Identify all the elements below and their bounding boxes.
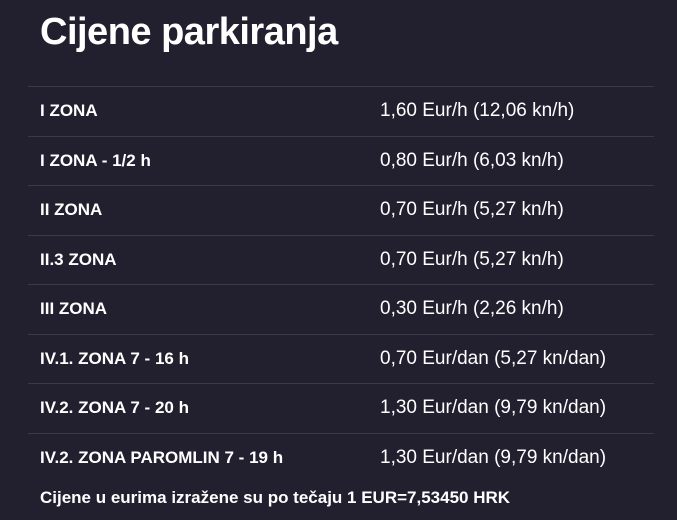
exchange-rate-note: Cijene u eurima izražene su po tečaju 1 … — [40, 488, 511, 507]
table-row: I ZONA 1,60 Eur/h (12,06 kn/h) — [28, 87, 654, 137]
table-row: IV.2. ZONA PAROMLIN 7 - 19 h 1,30 Eur/da… — [28, 434, 654, 484]
zone-price: 1,30 Eur/dan (9,79 kn/dan) — [380, 397, 607, 419]
table-row: I ZONA - 1/2 h 0,80 Eur/h (6,03 kn/h) — [28, 137, 654, 186]
table-row: III ZONA 0,30 Eur/h (2,26 kn/h) — [28, 285, 654, 335]
table-row: II.3 ZONA 0,70 Eur/h (5,27 kn/h) — [28, 236, 654, 285]
zone-price: 0,80 Eur/h (6,03 kn/h) — [380, 149, 564, 171]
table-row: IV.2. ZONA 7 - 20 h 1,30 Eur/dan (9,79 k… — [28, 384, 654, 434]
zone-price: 0,70 Eur/h (5,27 kn/h) — [380, 248, 564, 270]
zone-label: III ZONA — [40, 299, 108, 319]
zone-price: 1,30 Eur/dan (9,79 kn/dan) — [380, 447, 607, 469]
zone-price: 0,70 Eur/h (5,27 kn/h) — [380, 199, 564, 221]
zone-label: IV.2. ZONA PAROMLIN 7 - 19 h — [40, 448, 284, 468]
page-title: Cijene parkiranja — [40, 11, 338, 53]
zone-label: IV.1. ZONA 7 - 16 h — [40, 348, 189, 368]
zone-label: II ZONA — [40, 200, 103, 220]
zone-label: I ZONA - 1/2 h — [40, 150, 151, 170]
zone-price: 0,70 Eur/dan (5,27 kn/dan) — [380, 347, 607, 369]
zone-label: IV.2. ZONA 7 - 20 h — [40, 398, 189, 418]
table-row: IV.1. ZONA 7 - 16 h 0,70 Eur/dan (5,27 k… — [28, 335, 654, 384]
parking-price-table: I ZONA 1,60 Eur/h (12,06 kn/h) I ZONA - … — [28, 86, 654, 483]
zone-label: I ZONA — [40, 101, 98, 121]
zone-label: II.3 ZONA — [40, 249, 117, 269]
zone-price: 0,30 Eur/h (2,26 kn/h) — [380, 298, 564, 320]
table-row: II ZONA 0,70 Eur/h (5,27 kn/h) — [28, 186, 654, 236]
zone-price: 1,60 Eur/h (12,06 kn/h) — [380, 100, 575, 122]
